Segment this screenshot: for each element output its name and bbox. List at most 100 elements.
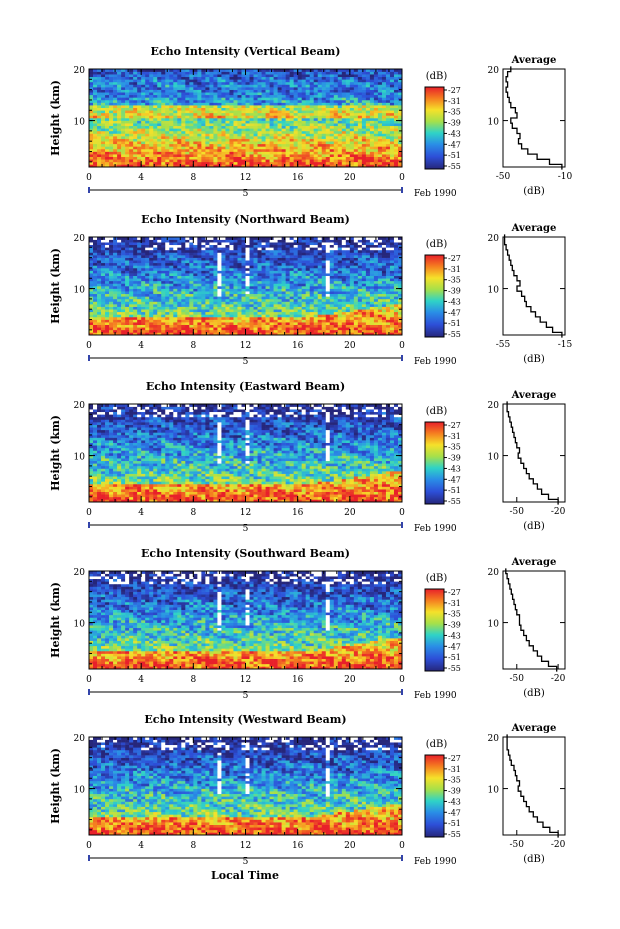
heatmap-cell [97,306,102,310]
heatmap-cell [141,148,146,152]
heatmap-cell [289,161,294,165]
heatmap-cell [329,273,335,276]
heatmap-cell [377,123,383,127]
heatmap-cell [129,112,134,116]
heatmap-cell [257,120,262,124]
heatmap-cell [185,148,190,152]
heatmap-cell [121,128,126,132]
heatmap-cell [161,322,166,325]
heatmap-cell [257,118,262,121]
heatmap-cell [209,316,214,320]
heatmap-cell [297,288,302,292]
heatmap-cell [393,133,399,137]
heatmap-cell [285,107,290,111]
heatmap-cell [357,293,363,297]
heatmap-cell [293,296,298,300]
heatmap-cell [309,120,315,124]
heatmap-cell [233,314,238,318]
heatmap-cell [241,118,246,121]
heatmap-cell [237,301,242,305]
heatmap-cell [121,286,126,289]
heatmap-cell [229,156,234,160]
heatmap-cell [233,280,238,284]
heatmap-cell [269,322,274,325]
heatmap-cell [381,314,387,318]
heatmap-cell [273,286,278,289]
heatmap-cell [129,118,134,121]
heatmap-cell [197,89,202,93]
heatmap-cell [185,293,190,297]
heatmap-cell [225,286,230,289]
heatmap-cell [277,309,282,313]
heatmap-cell [217,278,222,282]
heatmap-cell [157,115,162,119]
heatmap-cell [357,136,363,139]
heatmap-cell [357,327,363,331]
heatmap-cell [281,154,286,157]
heatmap-cell [189,138,194,142]
heatmap-cell [353,115,359,119]
heatmap-cell [269,301,274,305]
heatmap-cell [241,87,246,90]
heatmap-cell [157,324,162,328]
heatmap-cell [329,156,335,160]
heatmap-cell [149,306,154,310]
heatmap-cell [113,324,118,328]
heatmap-cell [201,286,206,289]
heatmap-cell [209,138,214,142]
heatmap-cell [201,133,206,137]
heatmap-cell [129,71,134,75]
heatmap-cell [93,71,98,75]
heatmap-cell [117,270,122,274]
heatmap-cell [117,133,122,137]
heatmap-cell [317,164,323,168]
heatmap-cell [249,275,254,279]
heatmap-cell [309,316,315,320]
heatmap-cell [165,275,170,279]
heatmap-cell [149,291,154,295]
heatmap-cell [393,154,399,157]
heatmap-cell [177,99,182,103]
heatmap-cell [209,125,214,129]
heatmap-cell [209,146,214,150]
heatmap-cell [141,133,146,137]
heatmap-cell [281,97,286,101]
heatmap-cell [249,324,254,328]
heatmap-cell [89,301,94,305]
heatmap-cell [369,97,375,101]
heatmap-cell [213,319,218,323]
heatmap-cell [285,99,290,103]
heatmap-cell [289,293,294,297]
heatmap-cell [261,306,266,310]
heatmap-cell [381,329,387,333]
heatmap-cell [137,84,142,88]
heatmap-cell [125,319,130,323]
heatmap-cell [149,71,154,75]
heatmap-cell [237,151,242,155]
heatmap-cell [361,79,367,83]
heatmap-cell [261,283,266,287]
heatmap-cell [193,291,198,295]
heatmap-cell [233,154,238,157]
heatmap-cell [297,280,302,284]
heatmap-cell [173,136,178,139]
heatmap-cell [117,148,122,152]
heatmap-cell [241,332,246,336]
heatmap-cell [241,296,246,300]
heatmap-cell [289,102,294,106]
heatmap-cell [309,71,315,75]
heatmap-cell [105,319,110,323]
heatmap-cell [141,164,146,168]
heatmap-cell [313,314,319,318]
heatmap-cell [193,164,198,168]
heatmap-cell [105,130,110,134]
heatmap-cell [365,79,371,83]
heatmap-cell [333,84,339,88]
heatmap-cell [353,314,359,318]
heatmap-cell [385,286,391,289]
heatmap-cell [125,270,130,274]
heatmap-cell [257,309,262,313]
heatmap-cell [193,107,198,111]
x-tick-label: 12 [240,173,251,183]
heatmap-cell [309,311,315,315]
